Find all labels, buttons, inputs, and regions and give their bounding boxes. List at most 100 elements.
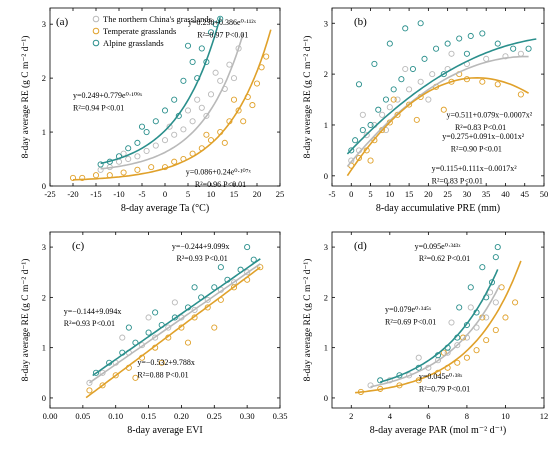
data-point-temperate [230, 96, 238, 103]
data-point-alpine [152, 118, 159, 125]
x-tick-label: 0.25 [207, 411, 222, 421]
y-tick-label: 2 [324, 292, 328, 302]
data-point-temperate [171, 158, 178, 165]
fit-curve-north [370, 284, 501, 388]
data-point-north [204, 296, 211, 303]
data-point-temperate [483, 337, 490, 344]
data-point-north [406, 86, 413, 93]
data-point-temperate [221, 139, 228, 146]
data-point-temperate [204, 304, 211, 311]
x-tick-label: 50 [540, 189, 549, 199]
data-point-alpine [440, 71, 447, 78]
x-tick-label: 15 [405, 189, 414, 199]
data-point-north [152, 334, 159, 341]
x-tick-label: -20 [67, 189, 78, 199]
fit-annotation: R²=0.90 P<0.01 [451, 144, 502, 153]
data-point-alpine [367, 121, 374, 129]
fit-curve-temperate [85, 266, 261, 399]
x-tick-label: 10 [207, 189, 216, 199]
data-point-alpine [456, 35, 463, 42]
y-tick-label: 0 [324, 393, 328, 403]
x-tick-label: 35 [482, 189, 491, 199]
panel-label: (b) [354, 16, 367, 28]
data-point-north [180, 126, 187, 133]
data-point-north [417, 78, 424, 85]
data-point-north [165, 324, 172, 331]
y-tick-label: 0 [324, 171, 328, 181]
data-point-temperate [413, 116, 420, 123]
data-point-north [467, 304, 474, 311]
x-tick-label: 0.05 [75, 411, 90, 421]
data-point-temperate [253, 80, 261, 87]
plot-data [346, 20, 537, 177]
data-point-north [217, 77, 224, 84]
y-tick-label: 3 [42, 242, 46, 252]
data-point-temperate [463, 354, 470, 361]
fit-annotation: y=0.249+0.779e⁰·¹⁰⁹ˣ [73, 91, 143, 100]
y-tick-label: 1 [324, 343, 328, 353]
x-tick-label: 4 [388, 411, 393, 421]
fit-curve-north [346, 55, 529, 168]
fit-annotation: y=0.511+0.079x−0.0007x² [446, 110, 532, 119]
x-tick-label: 25 [443, 189, 452, 199]
data-point-north [207, 91, 215, 98]
data-point-alpine [198, 45, 205, 52]
data-point-alpine [348, 147, 355, 154]
data-point-alpine [492, 254, 499, 261]
data-point-alpine [138, 123, 146, 130]
legend-marker [92, 27, 100, 35]
x-tick-label: -5 [138, 189, 145, 199]
data-point-alpine [510, 45, 517, 52]
fit-annotation: R²=0.93 P<0.01 [177, 254, 228, 263]
y-tick-label: 0 [42, 393, 46, 403]
x-tick-label: 0 [163, 189, 167, 199]
x-tick-label: -10 [113, 189, 124, 199]
plot-frame [331, 231, 545, 409]
y-tick-label: 2 [324, 69, 328, 79]
data-point-north [86, 379, 93, 386]
y-tick-label: 1 [324, 120, 328, 130]
fit-annotation: y=−0.244+9.099x [172, 242, 230, 251]
data-point-temperate [502, 314, 509, 321]
data-point-alpine [525, 45, 532, 52]
data-point-north [244, 269, 251, 276]
data-point-north [212, 69, 219, 76]
data-point-north [194, 96, 201, 103]
data-point-north [367, 382, 374, 389]
data-point-north [198, 104, 205, 111]
x-tick-label: 15 [230, 189, 239, 199]
legend-marker [92, 39, 100, 47]
data-point-temperate [132, 374, 139, 381]
data-point-north [425, 96, 432, 103]
data-point-alpine [145, 329, 152, 336]
data-point-alpine [398, 76, 405, 83]
fit-annotation: y=0.045e⁰·³⁸ˣ [419, 372, 463, 381]
x-tick-label: 45 [520, 189, 529, 199]
x-tick-label: 0.00 [43, 411, 58, 421]
x-axis-label: 8-day average EVI [127, 425, 203, 436]
fit-curve-temperate [72, 29, 272, 181]
data-point-temperate [158, 359, 165, 366]
data-point-north [125, 155, 132, 163]
data-point-alpine [152, 309, 159, 316]
fit-annotation: y=0.095e⁰·³⁴³ˣ [415, 242, 462, 251]
data-point-temperate [473, 347, 480, 354]
x-tick-label: 5 [186, 189, 190, 199]
legend-entry: The northern China's grasslands [103, 14, 212, 24]
data-point-north [402, 65, 409, 73]
plot-frame [331, 7, 545, 187]
fit-annotation: R²=0.94 P<0.01 [73, 103, 124, 112]
data-point-north [230, 75, 238, 82]
data-point-alpine [467, 32, 474, 40]
data-point-alpine [92, 369, 100, 376]
fit-curve-alpine [92, 258, 261, 377]
data-point-north [119, 334, 126, 341]
y-tick-label: 3 [324, 18, 328, 28]
data-point-alpine [479, 264, 486, 271]
data-point-temperate [249, 102, 256, 109]
legend-entry: Temperate grasslands [103, 26, 176, 36]
fit-annotation: R²=0.93 P<0.01 [64, 319, 115, 328]
x-tick-label: -15 [90, 189, 101, 199]
data-point-alpine [191, 284, 198, 291]
x-tick-label: 12 [540, 411, 549, 421]
